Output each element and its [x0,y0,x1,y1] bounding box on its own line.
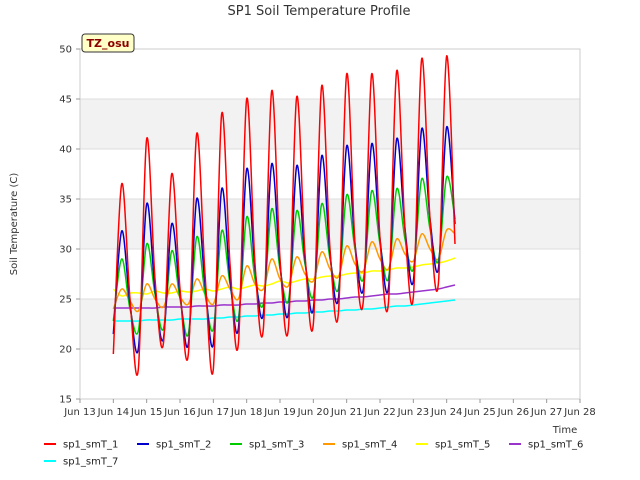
plot-area-frame [79,48,581,400]
timezone-badge: TZ_osu [81,33,135,53]
legend: sp1_smT_1 sp1_smT_2 sp1_smT_3 sp1_smT_4 sp1_… [44,440,583,468]
legend-label-sp1-smT-3: sp1_smT_3 [249,440,304,451]
y-tick-label: 40 [59,145,72,156]
x-tick-label: Jun 28 [563,407,596,418]
series-line-sp1-smT-5 [112,257,456,297]
series-line-sp1-smT-4 [112,228,456,313]
timezone-badge-label: TZ_osu [87,37,130,50]
legend-label-sp1-smT-5: sp1_smT_5 [435,440,490,451]
x-tick-label: Jun 27 [530,407,563,418]
y-axis-title: Soil Temperature (C) [9,173,20,276]
y-tick-label: 35 [59,195,72,206]
x-tick-label: Jun 19 [263,407,296,418]
x-tick-label: Jun 25 [463,407,496,418]
grid-band [80,99,580,149]
x-axis-ticks: Jun 13 Jun 14 Jun 15 Jun 16 Jun 17 Jun 18 Jun … [63,399,596,418]
x-tick-label: Jun 17 [197,407,230,418]
series-line-sp1-smT-1 [112,55,456,376]
x-tick-label: Jun 13 [63,407,96,418]
x-axis-title: Time [552,425,577,436]
y-tick-label: 15 [59,395,72,406]
x-tick-label: Jun 23 [397,407,430,418]
x-tick-label: Jun 22 [363,407,396,418]
x-tick-label: Jun 26 [497,407,530,418]
x-tick-label: Jun 21 [330,407,363,418]
x-tick-label: Jun 14 [97,407,130,418]
timezone-badge-box [81,33,135,53]
grid-band [80,299,580,349]
legend-label-sp1-smT-6: sp1_smT_6 [528,440,583,451]
x-tick-label: Jun 18 [230,407,263,418]
y-tick-label: 45 [59,95,72,106]
series-line-sp1-smT-3 [112,175,456,337]
chart-title: SP1 Soil Temperature Profile [228,4,411,19]
y-axis-ticks: 15 20 25 30 35 40 45 50 [59,45,80,406]
y-tick-label: 20 [59,345,72,356]
y-tick-label: 25 [59,295,72,306]
x-tick-label: Jun 20 [297,407,330,418]
legend-label-sp1-smT-2: sp1_smT_2 [156,440,211,451]
legend-label-sp1-smT-1: sp1_smT_1 [63,440,118,451]
series-lines [112,55,456,376]
x-tick-label: Jun 16 [163,407,196,418]
legend-label-sp1-smT-4: sp1_smT_4 [342,440,397,451]
y-tick-label: 50 [59,45,72,56]
y-tick-label: 30 [59,245,72,256]
legend-label-sp1-smT-7: sp1_smT_7 [63,457,118,468]
x-tick-label: Jun 15 [130,407,163,418]
x-tick-label: Jun 24 [430,407,463,418]
series-line-sp1-smT-2 [112,126,456,354]
